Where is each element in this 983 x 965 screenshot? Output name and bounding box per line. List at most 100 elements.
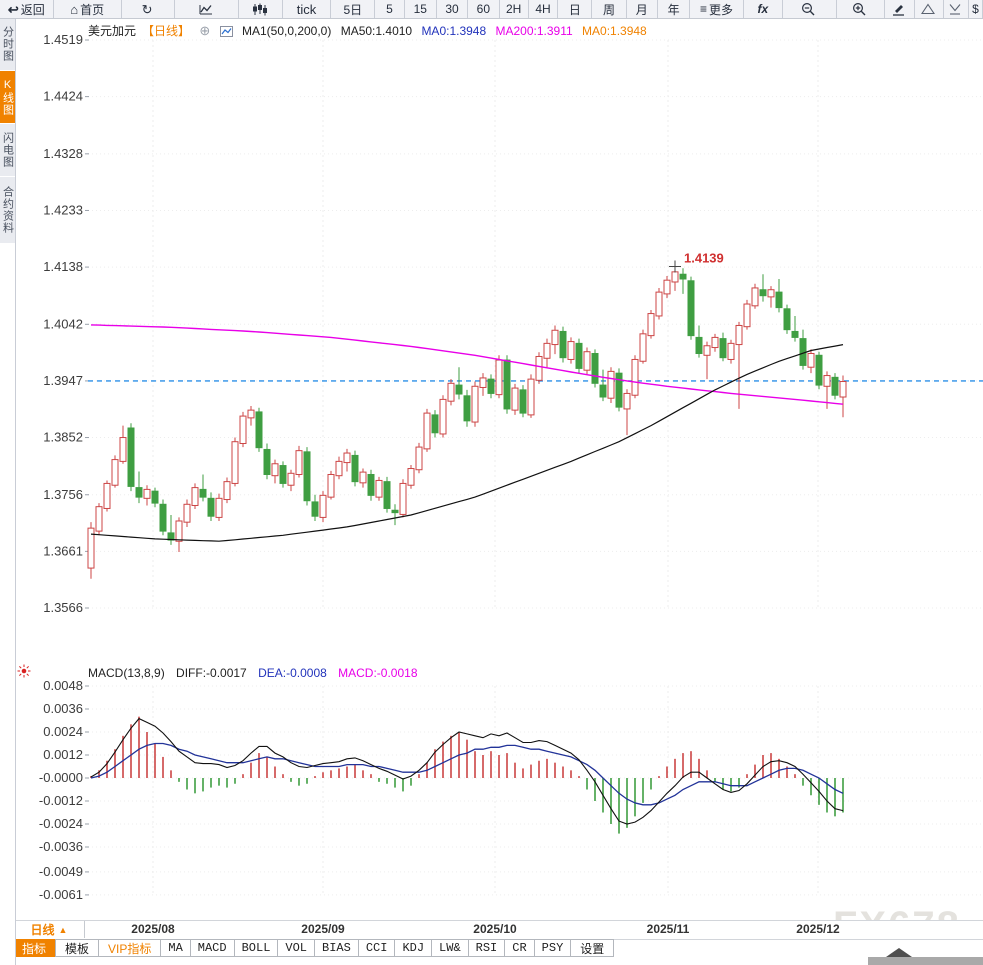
- dea-value: DEA:-0.0008: [258, 666, 327, 680]
- toolbar-month-button[interactable]: 月: [627, 0, 658, 18]
- bottom-panel-handle[interactable]: [868, 948, 983, 965]
- back-arrow-icon: ↩: [7, 1, 19, 17]
- indicator-toolbar: 指标 模板 VIP指标 MA MACD BOLL VOL BIAS CCI KDJ LW& RSI CR…: [12, 939, 615, 957]
- svg-text:1.4519: 1.4519: [43, 32, 83, 47]
- period-tag: 【日线】: [142, 24, 191, 38]
- indicator-tab-RSI[interactable]: RSI: [467, 939, 506, 957]
- chart-type-sidebar: 分时图 K线图 闪电图 合约资料: [0, 18, 16, 965]
- svg-text:-0.0049: -0.0049: [39, 864, 83, 879]
- toolbar-currency-button[interactable]: $: [969, 0, 983, 18]
- ma50-line: [90, 344, 844, 542]
- sidebar-item-0[interactable]: 分时图: [0, 18, 15, 71]
- hamburger-icon: ≡: [700, 2, 708, 16]
- pencil-icon: [891, 2, 905, 16]
- line-chart-icon: [198, 3, 213, 16]
- toolbar-back-button[interactable]: ↩ 返回: [0, 0, 54, 18]
- toolbar-day-button[interactable]: 日: [558, 0, 593, 18]
- xaxis-label: 2025/08: [131, 922, 175, 936]
- sidebar-item-1[interactable]: K线图: [0, 71, 15, 124]
- toolbar-candle-chart-button[interactable]: [239, 0, 283, 18]
- toolbar-shape-button[interactable]: [915, 0, 944, 18]
- svg-text:1.4139: 1.4139: [684, 250, 724, 265]
- indicator-tab-CR[interactable]: CR: [504, 939, 535, 957]
- indicator-tab-BOLL[interactable]: BOLL: [233, 939, 279, 957]
- diff-value: DIFF:-0.0017: [176, 666, 247, 680]
- toolbar-h2-button[interactable]: 2H: [500, 0, 529, 18]
- toolbar-home-button[interactable]: ⌂ 首页: [54, 0, 122, 18]
- toolbar-home-label: 首页: [80, 2, 105, 17]
- svg-text:1.4328: 1.4328: [43, 146, 83, 161]
- toolbar-collapse-button[interactable]: [944, 0, 969, 18]
- price-axis-labels: 1.4519 1.4424 1.4328 1.4233 1.4138 1.4042 1.39…: [43, 32, 89, 615]
- svg-text:1.3661: 1.3661: [43, 543, 83, 558]
- indicator-tab-CCI[interactable]: CCI: [357, 939, 396, 957]
- ma50-value: MA50:1.4010: [340, 24, 413, 38]
- indicator-tab-KDJ[interactable]: KDJ: [394, 939, 433, 957]
- svg-text:1.4138: 1.4138: [43, 259, 83, 274]
- sun-icon[interactable]: [17, 664, 31, 683]
- svg-text:-0.0000: -0.0000: [39, 770, 83, 785]
- add-indicator-icon[interactable]: ⊕: [199, 23, 211, 38]
- indicator-tab-PSY[interactable]: PSY: [533, 939, 572, 957]
- toolbar-day-label: 日: [568, 2, 581, 17]
- sidebar-item-3[interactable]: 合约资料: [0, 177, 15, 244]
- toolbar-m30-button[interactable]: 30: [437, 0, 469, 18]
- toolbar-refresh-button[interactable]: ↻: [122, 0, 176, 18]
- xaxis-row: 日线 ▲ 2025/08 2025/09 2025/10 2025/11 2025/12: [0, 920, 983, 940]
- mini-chart-icon: [219, 26, 233, 40]
- period-selector-label: 日线: [30, 923, 55, 937]
- indicator-tab-MA[interactable]: MA: [160, 939, 191, 957]
- indicator-tab-模板[interactable]: 模板: [55, 939, 100, 957]
- toolbar-month-label: 月: [635, 2, 648, 17]
- indicator-tab-设置[interactable]: 设置: [570, 939, 615, 957]
- toolbar-week-button[interactable]: 周: [592, 0, 627, 18]
- toolbar-more-button[interactable]: ≡ 更多: [690, 0, 744, 18]
- indicator-tab-指标[interactable]: 指标: [12, 939, 57, 957]
- indicator-tab-VIP指标[interactable]: VIP指标: [98, 939, 162, 957]
- svg-text:1.3566: 1.3566: [43, 600, 83, 615]
- period-selector[interactable]: 日线 ▲: [13, 921, 85, 938]
- gridlines: [88, 39, 983, 896]
- toolbar-year-button[interactable]: 年: [658, 0, 691, 18]
- ma0-orange-value: MA0:1.3948: [582, 24, 647, 38]
- toolbar-5d-button[interactable]: 5日: [331, 0, 376, 18]
- toolbar-zoom-out-button[interactable]: [783, 0, 837, 18]
- svg-text:0.0012: 0.0012: [43, 747, 83, 762]
- toolbar-zoom-in-button[interactable]: [837, 0, 886, 18]
- dea-line: [90, 742, 844, 806]
- ma-definition: MA1(50,0,200,0): [241, 24, 332, 38]
- macd-axis-labels: 0.0048 0.0036 0.0024 0.0012 -0.0000 -0.0012 -0…: [39, 678, 89, 902]
- refresh-icon: ↻: [141, 1, 153, 17]
- xaxis-label: 2025/10: [473, 922, 517, 936]
- svg-text:1.3852: 1.3852: [43, 430, 83, 445]
- xaxis-label: 2025/09: [301, 922, 345, 936]
- svg-text:-0.0036: -0.0036: [39, 839, 83, 854]
- candlesticks: [87, 266, 847, 579]
- indicator-tab-LW&[interactable]: LW&: [431, 939, 469, 957]
- toolbar-draw-button[interactable]: [885, 0, 915, 18]
- toolbar-m15-button[interactable]: 15: [405, 0, 437, 18]
- toolbar-m5-button[interactable]: 5: [375, 0, 405, 18]
- svg-text:1.4233: 1.4233: [43, 202, 83, 217]
- indicator-tab-VOL[interactable]: VOL: [277, 939, 316, 957]
- toolbar-tick-button[interactable]: tick: [283, 0, 332, 18]
- svg-text:-0.0024: -0.0024: [39, 816, 83, 831]
- toolbar-h4-button[interactable]: 4H: [529, 0, 559, 18]
- up-triangle-icon: [886, 948, 912, 957]
- macd-legend: MACD(13,8,9) DIFF:-0.0017 DEA:-0.0008 MA…: [88, 666, 426, 680]
- symbol-name: 美元加元: [88, 24, 137, 38]
- macd-title: MACD(13,8,9): [88, 666, 165, 680]
- indicator-tab-MACD[interactable]: MACD: [189, 939, 235, 957]
- sidebar-item-2[interactable]: 闪电图: [0, 124, 15, 177]
- toolbar-line-chart-button[interactable]: [175, 0, 239, 18]
- toolbar-m60-button[interactable]: 60: [468, 0, 500, 18]
- indicator-tab-BIAS[interactable]: BIAS: [314, 939, 359, 957]
- toolbar-fx-button[interactable]: fx: [744, 0, 783, 18]
- macd-value: MACD:-0.0018: [338, 666, 418, 680]
- svg-text:1.3947: 1.3947: [43, 373, 83, 388]
- toolbar-year-label: 年: [667, 2, 680, 17]
- toolbar-m5-label: 5: [386, 2, 393, 16]
- toolbar-tick-label: tick: [296, 1, 317, 17]
- up-arrow-icon: ▲: [58, 924, 68, 935]
